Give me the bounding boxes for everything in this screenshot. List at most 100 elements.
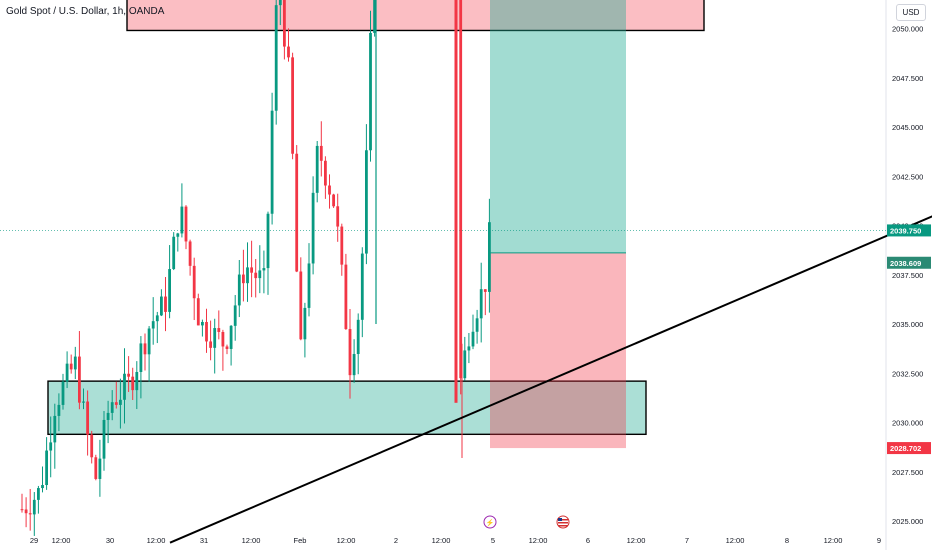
x-tick-label: 7 (685, 536, 689, 545)
lightning-icon[interactable] (483, 515, 497, 529)
candle (86, 401, 89, 435)
candle (258, 270, 262, 279)
target-zone[interactable] (490, 0, 626, 253)
x-tick-label: 12:00 (726, 536, 745, 545)
y-tick-label: 2025.000 (892, 517, 923, 526)
candle (82, 401, 85, 403)
currency-button[interactable]: USD (896, 4, 926, 21)
candle (65, 363, 69, 382)
candle (184, 206, 188, 242)
trendline[interactable] (169, 180, 932, 544)
lightning-glyph: ⚡ (486, 518, 495, 527)
candle (254, 272, 258, 279)
flag-stripe (558, 525, 568, 527)
candle (155, 315, 159, 322)
candle (188, 241, 192, 266)
x-tick-label: 30 (106, 536, 114, 545)
candle (475, 318, 479, 332)
candle (192, 265, 196, 299)
candle (324, 160, 327, 186)
candle (229, 325, 233, 349)
x-tick-label: 12:00 (147, 536, 166, 545)
x-tick-label: 12:00 (432, 536, 451, 545)
candle (41, 485, 44, 489)
candle (315, 145, 319, 193)
candle (205, 321, 208, 342)
candle (311, 192, 315, 264)
y-tick-label: 2030.000 (892, 419, 923, 428)
y-tick-label: 2032.500 (892, 369, 923, 378)
candle (176, 233, 180, 237)
candle (348, 329, 352, 376)
candle (102, 419, 106, 459)
candle (45, 450, 48, 486)
y-tick-label: 2037.500 (892, 271, 923, 280)
candle (262, 268, 266, 271)
candle (110, 402, 114, 413)
candle (369, 32, 372, 151)
supply-zone[interactable] (126, 0, 705, 32)
x-tick-label: 2 (394, 536, 398, 545)
entry-price-label-bg (887, 256, 931, 269)
candle (127, 373, 130, 377)
candle (356, 319, 360, 355)
candle (32, 499, 36, 515)
last-price-label-bg (887, 224, 931, 237)
x-tick-label: 9 (877, 536, 881, 545)
candle (131, 376, 135, 391)
x-tick-label: 8 (785, 536, 789, 545)
candle (233, 305, 237, 326)
candle (94, 457, 98, 479)
candle (73, 356, 77, 370)
flag-stripe (558, 519, 568, 521)
y-tick-label: 2045.000 (892, 123, 923, 132)
candle (319, 145, 323, 161)
flag-stripe (558, 522, 568, 524)
candle (217, 328, 221, 332)
candle (106, 412, 110, 420)
drop-candle (454, 0, 458, 403)
x-tick-label: 6 (586, 536, 590, 545)
candle (123, 373, 126, 400)
candle (98, 458, 102, 479)
candle (250, 267, 253, 273)
candle (139, 343, 143, 372)
candle (49, 442, 53, 451)
candle (147, 328, 151, 355)
candle (172, 236, 176, 270)
candle (278, 0, 282, 6)
candle (225, 346, 229, 349)
stop-zone[interactable] (490, 252, 626, 449)
candle (463, 350, 467, 379)
candle (303, 307, 307, 340)
candle (221, 331, 225, 347)
candle (373, 0, 376, 33)
candle (332, 194, 335, 207)
candle (274, 5, 278, 111)
candle (37, 488, 40, 500)
candle (336, 206, 340, 227)
demand-zone[interactable] (47, 380, 647, 436)
candle (471, 331, 475, 347)
x-tick-label: 31 (200, 536, 208, 545)
candle (78, 356, 81, 403)
y-tick-label: 2035.000 (892, 320, 923, 329)
y-tick-label: 2050.000 (892, 25, 923, 34)
candle (352, 354, 356, 376)
x-tick-label: 12:00 (337, 536, 356, 545)
y-tick-label: 2047.500 (892, 74, 923, 83)
candle (53, 415, 57, 443)
candle (119, 399, 122, 405)
x-tick-label: 12:00 (627, 536, 646, 545)
candle (467, 346, 471, 351)
x-tick-label: 12:00 (529, 536, 548, 545)
candle (168, 269, 171, 312)
candle (28, 513, 32, 515)
y-tick-label: 2042.500 (892, 172, 923, 181)
y-tick-label: 2027.500 (892, 468, 923, 477)
candle (57, 404, 61, 416)
candle (287, 46, 290, 58)
x-tick-label: 29 (30, 536, 38, 545)
